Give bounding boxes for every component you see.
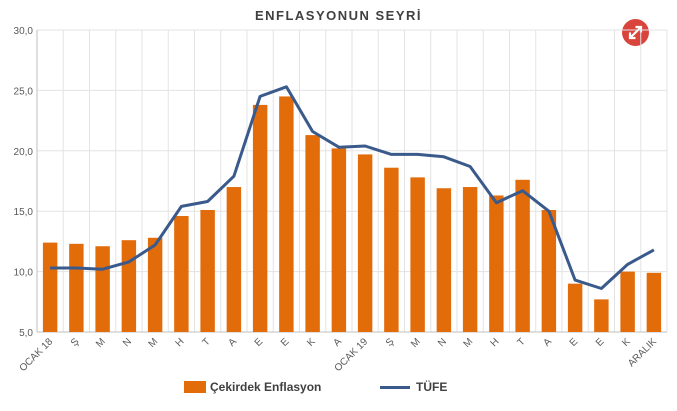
x-tick-label: H <box>174 336 187 349</box>
expand-button[interactable] <box>622 19 649 46</box>
bar <box>541 209 557 332</box>
y-tick-label: 15,0 <box>14 207 34 218</box>
x-tick-label: N <box>121 336 134 349</box>
x-tick-label: M <box>147 336 161 350</box>
x-tick-label: N <box>436 336 449 349</box>
legend-label-cpi: TÜFE <box>416 380 448 394</box>
bar <box>594 299 609 332</box>
x-tick-label: E <box>594 336 607 349</box>
bar <box>620 271 635 332</box>
x-tick-label: T <box>516 336 528 348</box>
x-tick-label: A <box>332 336 345 349</box>
bar <box>331 148 347 332</box>
bar <box>200 209 215 332</box>
y-tick-label: 5,0 <box>19 328 33 339</box>
bar <box>42 242 58 332</box>
bar <box>95 246 110 332</box>
x-tick-label: K <box>305 336 318 349</box>
x-tick-label: T <box>201 336 213 348</box>
y-tick-label: 10,0 <box>14 268 34 279</box>
bar <box>436 188 452 332</box>
bar <box>305 135 320 332</box>
x-tick-label: M <box>94 336 108 350</box>
x-tick-label: E <box>279 336 292 349</box>
bar <box>357 154 373 332</box>
line-series-tufe <box>50 85 655 290</box>
legend-item-cpi: TÜFE <box>380 380 447 394</box>
x-tick-label: M <box>462 336 476 350</box>
bar <box>252 104 268 332</box>
x-tick-label: H <box>489 336 502 349</box>
y-tick-label: 20,0 <box>14 147 34 158</box>
legend-swatch-line <box>380 385 410 389</box>
bar <box>462 187 478 332</box>
bar <box>69 243 84 332</box>
legend-label-core: Çekirdek Enflasyon <box>210 380 322 394</box>
bar <box>226 187 242 332</box>
bar <box>410 177 425 332</box>
bar <box>279 96 294 332</box>
chart-title: ENFLASYONUN SEYRİ <box>254 8 423 23</box>
bar <box>174 216 189 332</box>
x-tick-label: K <box>620 336 633 349</box>
bar <box>121 240 137 332</box>
x-tick-label: E <box>568 336 581 349</box>
x-tick-label: OCAK 18 <box>18 336 56 374</box>
bar <box>489 195 504 332</box>
bar <box>515 179 530 332</box>
bar <box>646 272 662 332</box>
x-tick-label: A <box>542 336 555 349</box>
legend-item-core: Çekirdek Enflasyon <box>184 380 321 394</box>
y-tick-label: 30,0 <box>14 26 34 37</box>
x-tick-label: A <box>227 336 240 349</box>
x-tick-label: M <box>409 336 423 350</box>
bar <box>384 167 399 332</box>
x-tick-label: E <box>253 336 266 349</box>
bar <box>147 237 163 332</box>
x-tick-label: Ş <box>384 336 397 349</box>
x-tick-label: Ş <box>69 336 82 349</box>
x-tick-label: ARALIK <box>626 336 659 369</box>
bar <box>567 283 583 332</box>
y-tick-label: 25,0 <box>14 86 34 97</box>
legend-swatch-bar <box>184 381 206 393</box>
